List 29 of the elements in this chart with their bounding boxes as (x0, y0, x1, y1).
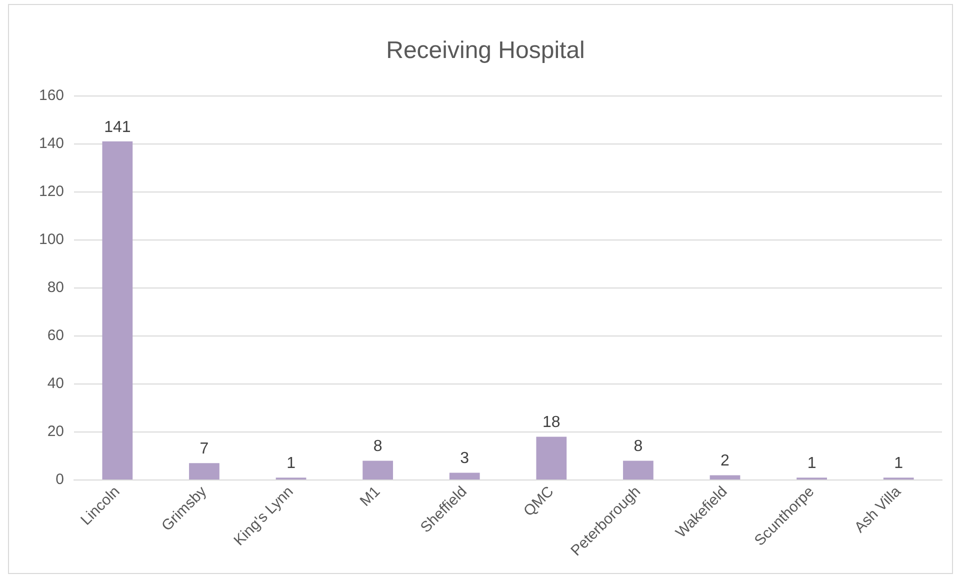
y-tick-label: 120 (38, 182, 64, 200)
data-label: 7 (200, 440, 209, 458)
bar (102, 141, 133, 480)
bar (362, 460, 394, 480)
data-label: 1 (807, 455, 816, 472)
x-tick-label: Ash Villa (851, 482, 905, 536)
y-tick-label: 40 (47, 375, 64, 392)
y-tick-label: 60 (47, 327, 64, 344)
bar (189, 463, 220, 480)
data-label: 3 (460, 450, 470, 468)
data-label: 18 (542, 414, 560, 432)
y-tick-label: 0 (56, 471, 64, 488)
y-tick-label: 20 (47, 423, 64, 440)
data-label: 8 (373, 438, 382, 456)
y-tick-label: 100 (38, 231, 64, 248)
data-label: 8 (634, 438, 643, 456)
bar (536, 436, 567, 480)
data-label: 1 (286, 455, 296, 472)
chart-title: Receiving Hospital (386, 37, 585, 64)
data-label: 2 (720, 452, 730, 470)
y-tick-label: 160 (38, 86, 64, 104)
bar (449, 472, 480, 480)
data-label: 1 (894, 455, 904, 472)
y-tick-label: 140 (38, 134, 64, 152)
y-tick-label: 80 (47, 279, 64, 296)
data-label: 141 (104, 118, 131, 136)
bar (623, 460, 654, 480)
x-tick-label: M1 (356, 483, 384, 510)
bar (710, 475, 740, 480)
